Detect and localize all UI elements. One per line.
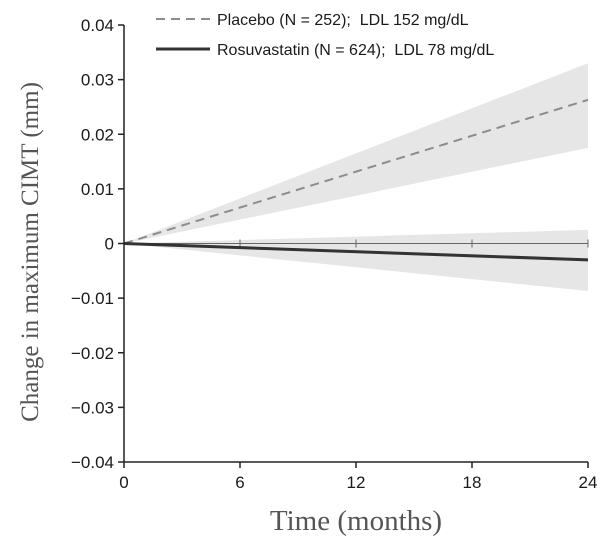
y-axis-title: Change in maximum CIMT (mm) (17, 82, 44, 422)
y-tick-label: 0.04 (81, 16, 114, 35)
series-line-rosuvastatin (123, 242, 589, 262)
legend-label-placebo: Placebo (N = 252); LDL 152 mg/dL (217, 12, 469, 29)
y-tick-label: −0.04 (71, 453, 114, 472)
series-line-placebo (123, 98, 589, 245)
confidence-band-rosuvastatin (124, 229, 588, 292)
x-axis-title: Time (months) (270, 505, 442, 537)
y-tick-label: 0.01 (81, 180, 114, 199)
zero-reference-group (124, 239, 589, 248)
x-tick-label: 6 (235, 473, 244, 492)
legend: Placebo (N = 252); LDL 152 mg/dL Rosuvas… (156, 12, 494, 59)
axes (118, 24, 589, 468)
y-tick-label: −0.01 (71, 289, 114, 308)
y-tick-label: 0.02 (81, 125, 114, 144)
series-lines (123, 98, 589, 262)
confidence-band-placebo (124, 63, 588, 244)
x-tick-label: 12 (347, 473, 366, 492)
tick-labels: 0.04 0.03 0.02 0.01 0 −0.01 −0.02 −0.03 −0.04 0 6 1… (71, 16, 597, 492)
y-tick-label: −0.03 (71, 398, 114, 417)
x-tick-label: 24 (579, 473, 598, 492)
y-tick-label: 0.03 (81, 71, 114, 90)
y-tick-label: 0 (105, 235, 114, 254)
x-tick-label: 18 (463, 473, 482, 492)
y-tick-label: −0.02 (71, 344, 114, 363)
legend-label-rosuvastatin: Rosuvastatin (N = 624); LDL 78 mg/dL (217, 42, 494, 59)
x-tick-label: 0 (119, 473, 128, 492)
